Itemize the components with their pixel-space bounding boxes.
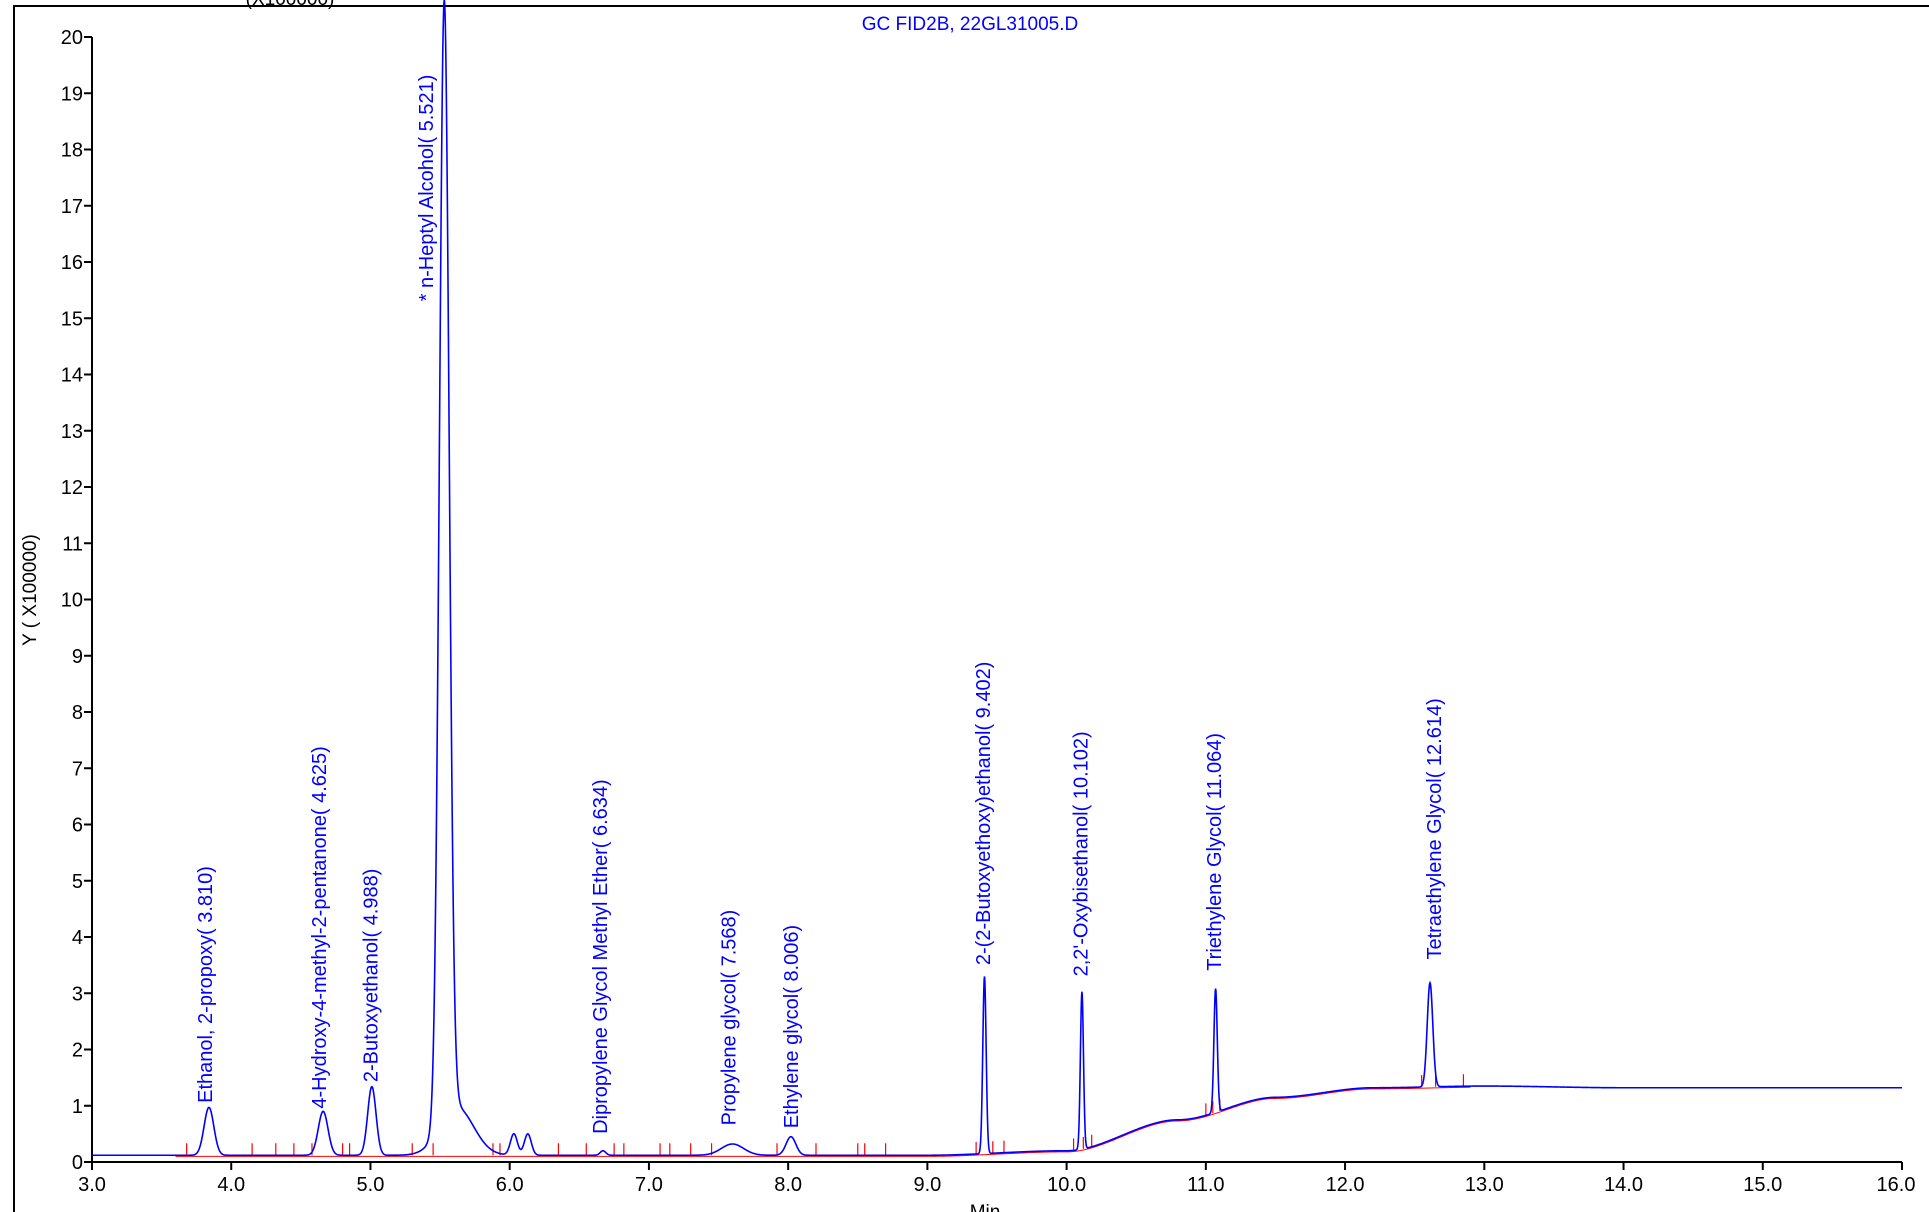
peak-label: 2-Butoxyethanol( 4.988)	[361, 869, 383, 1082]
y-tick-label: 2	[72, 1040, 83, 1062]
y-tick-label: 5	[72, 871, 83, 893]
y-tick-label: 0	[72, 1152, 83, 1174]
axes: 3.0 4.0 5.0 6.0 7.0 8.0 9.0 10.0 11.0 12.0 13.0 14.…	[61, 27, 1916, 1196]
x-tick-label: 16.0	[1877, 1174, 1916, 1196]
y-tick-label: 18	[61, 140, 83, 162]
plot-frame	[13, 5, 1929, 1212]
signal-trace	[92, 0, 1902, 1157]
peak-label: Dipropylene Glycol Methyl Ether( 6.634)	[590, 779, 612, 1134]
peak-label: 2,2'-Oxybisethanol( 10.102)	[1071, 731, 1093, 976]
x-tick-label: 8.0	[774, 1174, 802, 1196]
baseline-line	[175, 1086, 1471, 1157]
x-tick-label: 7.0	[635, 1174, 663, 1196]
x-tick-label: 12.0	[1326, 1174, 1365, 1196]
x-tick-label: 4.0	[217, 1174, 245, 1196]
chromatogram-line	[92, 0, 1902, 1157]
y-tick-label: 9	[72, 646, 83, 668]
y-tick-label: 20	[61, 27, 83, 49]
peak-label: Ethanol, 2-propoxy( 3.810)	[195, 866, 217, 1103]
x-tick-label: 6.0	[496, 1174, 524, 1196]
y-tick-label: 3	[72, 983, 83, 1005]
y-tick-label: 19	[61, 83, 83, 105]
peak-label: Propylene glycol( 7.568)	[718, 910, 740, 1126]
x-tick-label: 14.0	[1604, 1174, 1643, 1196]
peak-label: 4-Hydroxy-4-methyl-2-pentanone( 4.625)	[309, 746, 331, 1108]
peak-label: Triethylene Glycol( 11.064)	[1204, 733, 1226, 971]
y-tick-label: 17	[61, 196, 83, 218]
peak-labels: Ethanol, 2-propoxy( 3.810) 4-Hydroxy-4-me…	[195, 75, 1446, 1134]
x-tick-label: 10.0	[1047, 1174, 1086, 1196]
y-tick-label: 8	[72, 702, 83, 724]
y-tick-label: 7	[72, 758, 83, 780]
peak-label: Tetraethylene Glycol( 12.614)	[1424, 698, 1446, 959]
y-tick-label: 1	[72, 1096, 83, 1118]
y-tick-label: 11	[62, 533, 83, 555]
y-tick-label: 14	[61, 365, 83, 387]
y-tick-label: 16	[61, 252, 83, 274]
x-tick-label: 15.0	[1743, 1174, 1782, 1196]
x-tick-label: 9.0	[913, 1174, 941, 1196]
y-tick-label: 10	[61, 590, 83, 612]
y-tick-label: 12	[61, 477, 83, 499]
x-tick-label: 13.0	[1465, 1174, 1504, 1196]
y-tick-label: 6	[72, 815, 83, 837]
peak-label: Ethylene glycol( 8.006)	[781, 925, 803, 1128]
y-tick-label: 15	[61, 308, 83, 330]
y-tick-label: 13	[61, 421, 83, 443]
x-tick-label: 5.0	[357, 1174, 385, 1196]
integration-baseline	[175, 1074, 1471, 1157]
y-axis-label: Y ( X100000)	[20, 534, 41, 646]
x-tick-label: 3.0	[78, 1174, 106, 1196]
y-tick-label: 4	[72, 927, 83, 949]
x-axis-label: Min	[970, 1202, 1001, 1212]
x-tick-label: 11.0	[1187, 1174, 1224, 1196]
peak-label: * n-Heptyl Alcohol( 5.521)	[416, 75, 438, 302]
chart-title: GC FID2B, 22GL31005.D	[862, 14, 1079, 35]
peak-label: 2-(2-Butoxyethoxy)ethanol( 9.402)	[973, 662, 995, 966]
